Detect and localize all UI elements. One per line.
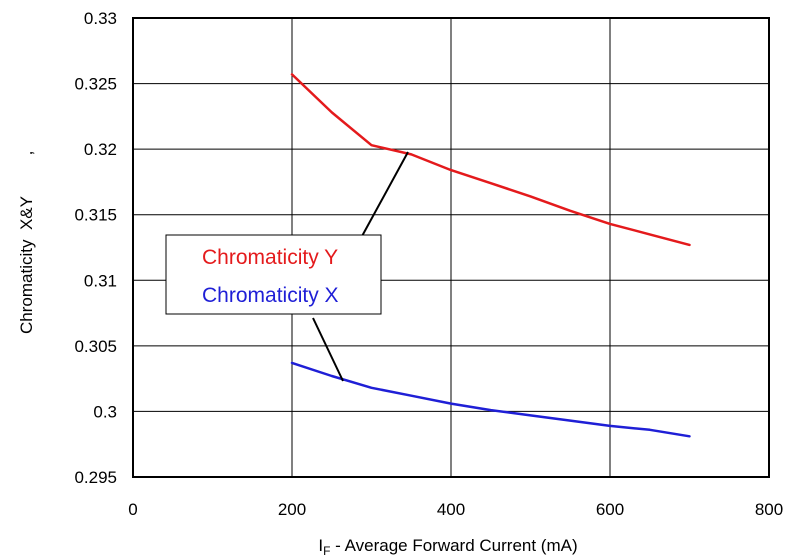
series-layer — [290, 73, 691, 438]
legend: Chromaticity Y Chromaticity X — [165, 151, 409, 382]
y-tick-label: 0.325 — [74, 75, 117, 94]
y-tick-label: 0.31 — [84, 271, 117, 290]
x-tick-label: 0 — [128, 500, 137, 519]
legend-leader-x — [312, 317, 344, 382]
legend-entry-y: Chromaticity Y — [202, 246, 338, 269]
series-line-chromaticity-x — [290, 361, 691, 438]
plot-border — [132, 17, 770, 478]
y-tick-label: 0.295 — [74, 468, 117, 487]
legend-entry-x: Chromaticity X — [202, 284, 339, 307]
x-tick-label: 800 — [755, 500, 783, 519]
y-axis-title-mark: , — [17, 151, 36, 156]
series-line-chromaticity-y — [290, 73, 691, 247]
y-tick-label: 0.305 — [74, 337, 117, 356]
y-axis-title: Chromaticity X&Y — [17, 196, 36, 334]
x-tick-label: 600 — [596, 500, 624, 519]
x-tick-label: 400 — [437, 500, 465, 519]
legend-leader-y — [360, 151, 409, 239]
x-tick-label: 200 — [278, 500, 306, 519]
y-tick-label: 0.315 — [74, 206, 117, 225]
plot-frame — [132, 17, 770, 478]
tick-labels: 0 200 400 600 800 0.295 0.3 0.305 0.31 0.315 0.32 0… — [74, 9, 783, 519]
y-tick-label: 0.32 — [84, 140, 117, 159]
x-axis-title: IF - Average Forward Current (mA) — [318, 536, 577, 558]
y-tick-label: 0.33 — [84, 9, 117, 28]
y-tick-label: 0.3 — [93, 402, 117, 421]
legend-box — [165, 234, 382, 315]
